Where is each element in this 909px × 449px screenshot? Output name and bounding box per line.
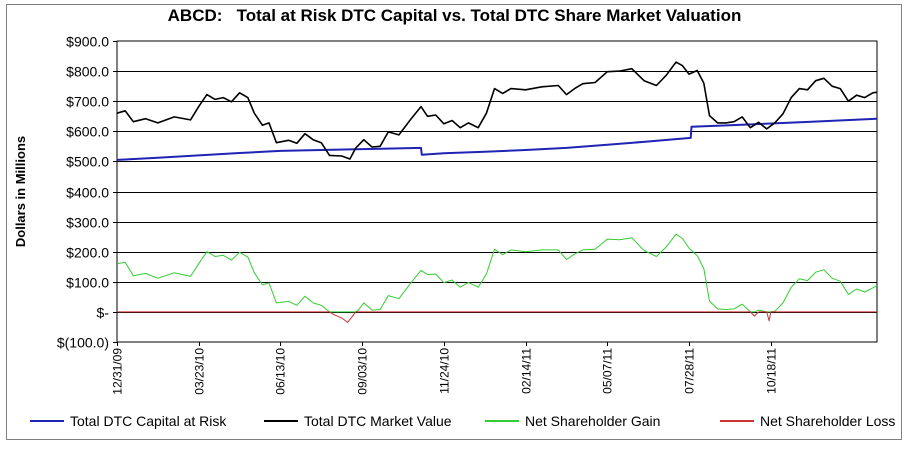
y-tick-label: $800.0 — [66, 64, 109, 80]
plot-area — [116, 40, 878, 343]
y-tick-label: $200.0 — [66, 245, 109, 261]
x-tick-label: 10/18/11 — [765, 348, 779, 394]
x-tick-label: 09/03/10 — [356, 348, 370, 395]
net-gain-line — [116, 233, 878, 313]
x-tick-label: 06/13/10 — [274, 348, 288, 395]
y-tick-label: $400.0 — [66, 185, 109, 201]
net-loss-line — [117, 311, 877, 323]
legend-market-value: Total DTC Market Value — [264, 413, 452, 429]
market-value-line — [116, 61, 878, 160]
y-tick-label: $900.0 — [66, 34, 109, 50]
y-tick-label: $- — [97, 305, 110, 321]
x-tick-label: 07/28/11 — [683, 348, 697, 394]
legend-label: Net Shareholder Gain — [525, 413, 661, 429]
y-tick-label: $300.0 — [66, 215, 109, 231]
x-tick-label: 02/14/11 — [520, 348, 534, 394]
y-tick-label: $600.0 — [66, 124, 109, 140]
legend-swatch — [264, 420, 298, 422]
legend-label: Net Shareholder Loss — [760, 413, 896, 429]
y-tick-label: $100.0 — [66, 275, 109, 291]
x-tick-label: 05/07/11 — [601, 348, 615, 394]
legend-label: Total DTC Market Value — [304, 413, 452, 429]
y-axis-label: Dollars in Millions — [13, 136, 28, 247]
legend-swatch — [485, 420, 519, 422]
legend-swatch — [720, 420, 754, 422]
y-tick-label: $(100.0) — [57, 335, 109, 351]
chart-title: ABCD: Total at Risk DTC Capital vs. Tota… — [167, 6, 742, 25]
x-tick-label: 12/31/09 — [111, 348, 125, 395]
legend-net-loss: Net Shareholder Loss — [720, 413, 895, 429]
x-tick-label: 11/24/10 — [438, 348, 452, 394]
legend-capital-at-risk: Total DTC Capital at Risk — [30, 413, 226, 429]
capital-at-risk-line — [116, 117, 878, 161]
legend-net-gain: Net Shareholder Gain — [485, 413, 660, 429]
y-tick-label: $500.0 — [66, 154, 109, 170]
legend-label: Total DTC Capital at Risk — [70, 413, 227, 429]
legend-swatch — [30, 420, 64, 422]
y-tick-label: $700.0 — [66, 94, 109, 110]
x-tick-label: 03/23/10 — [193, 348, 207, 395]
legend: Total DTC Capital at Risk Total DTC Marke… — [30, 413, 900, 435]
